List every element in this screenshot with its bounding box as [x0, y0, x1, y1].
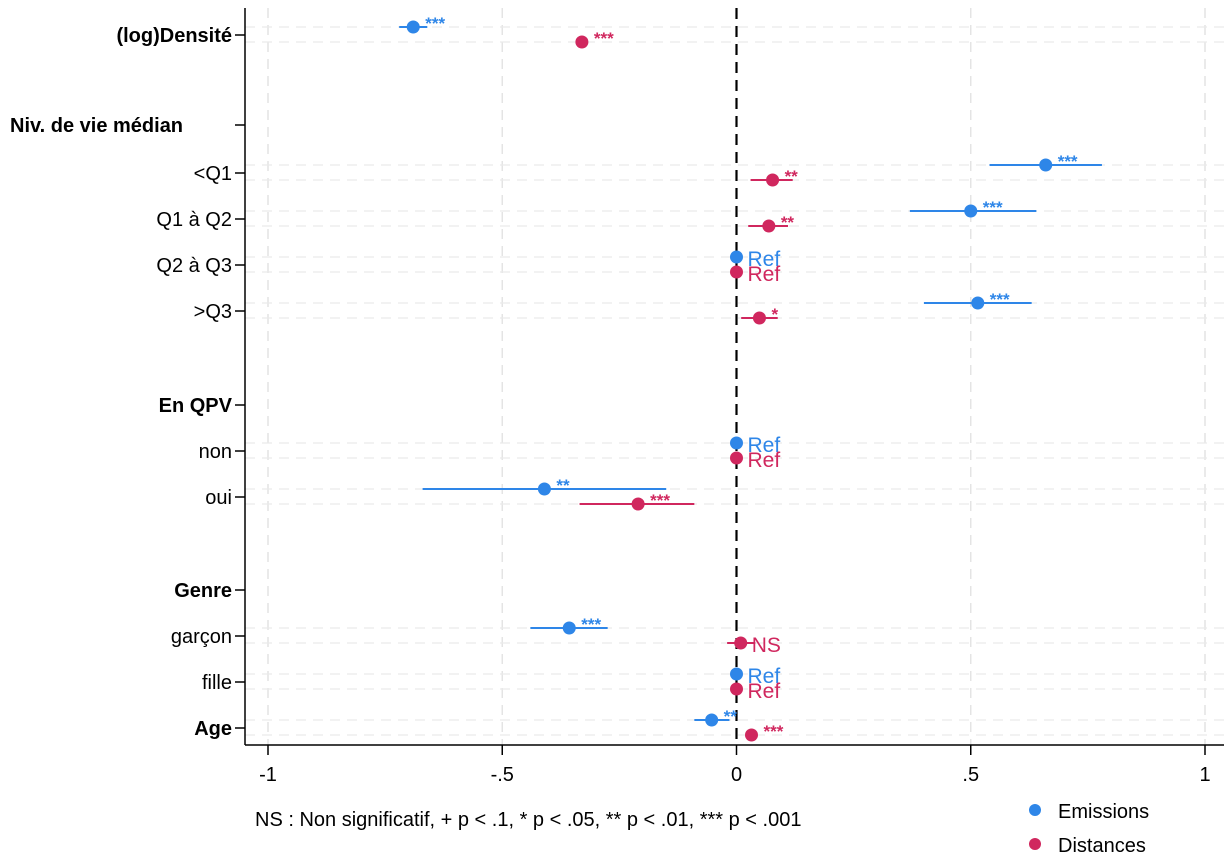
point-emissions-densite	[406, 20, 420, 34]
sig-label-emissions-q1q2: ***	[983, 198, 1003, 217]
sig-label-emissions-age: **	[724, 707, 738, 726]
grid-layer	[245, 8, 1224, 745]
x-tick-label: 0	[731, 764, 742, 786]
legend-marker-emissions	[1029, 804, 1041, 816]
point-emissions-garcon	[562, 621, 576, 635]
point-distances-q1	[766, 173, 780, 187]
point-emissions-age	[705, 713, 719, 727]
sig-label-emissions-densite: ***	[425, 14, 445, 33]
significance-note: NS : Non significatif, + p < .1, * p < .…	[255, 809, 801, 831]
sig-label-distances-fille: Ref	[748, 680, 781, 703]
marks-layer: *********Ref***Ref*****Ref*********Ref*R…	[399, 14, 1102, 742]
y-tick-label-q3: >Q3	[194, 301, 232, 323]
x-tick-label: -.5	[491, 764, 514, 786]
labels-layer: (log)Densité Niv. de vie médian <Q1 Q1 à Q2…	[10, 25, 233, 740]
point-distances-q1q2	[762, 219, 776, 233]
sig-label-distances-q1q2: **	[781, 213, 795, 232]
sig-label-distances-age: ***	[763, 722, 783, 741]
y-tick-label-garcon: garçon	[171, 626, 232, 648]
sig-label-emissions-fille: Ref	[748, 665, 781, 688]
point-emissions-non	[730, 436, 743, 450]
y-tick-label-genre: Genre	[174, 580, 232, 602]
y-tick-label-niv_vie: Niv. de vie médian	[10, 115, 183, 137]
sig-label-distances-q1: **	[785, 167, 799, 186]
point-distances-fille	[730, 682, 743, 696]
point-distances-non	[730, 451, 743, 465]
sig-label-distances-oui: ***	[650, 491, 670, 510]
sig-label-distances-densite: ***	[594, 29, 614, 48]
y-tick-label-oui: oui	[205, 487, 232, 509]
legend-label-emissions: Emissions	[1058, 801, 1149, 823]
y-tick-label-fille: fille	[202, 672, 232, 694]
y-tick-label-q2q3: Q2 à Q3	[156, 255, 232, 277]
y-tick-label-age: Age	[194, 718, 232, 740]
point-distances-age	[744, 728, 758, 742]
point-distances-densite	[575, 35, 589, 49]
sig-label-emissions-q1: ***	[1058, 152, 1078, 171]
y-tick-label-qpv: En QPV	[159, 395, 233, 417]
x-tick-label: .5	[962, 764, 979, 786]
point-distances-oui	[631, 497, 645, 511]
y-tick-label-q1q2: Q1 à Q2	[156, 209, 232, 231]
point-emissions-q3	[971, 296, 985, 310]
sig-label-distances-q2q3: Ref	[748, 263, 781, 286]
point-emissions-q1	[1039, 158, 1053, 172]
sig-label-emissions-garcon: ***	[581, 615, 601, 634]
point-distances-garcon	[734, 636, 748, 650]
point-distances-q2q3	[730, 265, 743, 279]
sig-label-distances-q3: *	[771, 305, 778, 324]
legend-marker-distances	[1029, 838, 1041, 850]
sig-label-emissions-q2q3: Ref	[748, 248, 781, 271]
sig-label-distances-non: Ref	[748, 449, 781, 472]
y-tick-label-densite: (log)Densité	[116, 25, 232, 47]
legend: Emissions Distances	[1029, 801, 1149, 857]
sig-label-emissions-oui: **	[556, 476, 570, 495]
point-distances-q3	[752, 311, 766, 325]
point-emissions-oui	[537, 482, 551, 496]
legend-label-distances: Distances	[1058, 835, 1146, 857]
point-emissions-q2q3	[730, 250, 743, 264]
axis-layer: -1 -.5 0 .5 1	[235, 8, 1224, 786]
x-tick-label: 1	[1199, 764, 1210, 786]
x-tick-label: -1	[259, 764, 277, 786]
y-tick-label-non: non	[199, 441, 232, 463]
sig-label-emissions-q3: ***	[990, 290, 1010, 309]
y-tick-label-q1: <Q1	[194, 163, 232, 185]
point-emissions-fille	[730, 667, 743, 681]
point-emissions-q1q2	[964, 204, 978, 218]
sig-label-distances-garcon: NS	[752, 634, 781, 657]
sig-label-emissions-non: Ref	[748, 434, 781, 457]
